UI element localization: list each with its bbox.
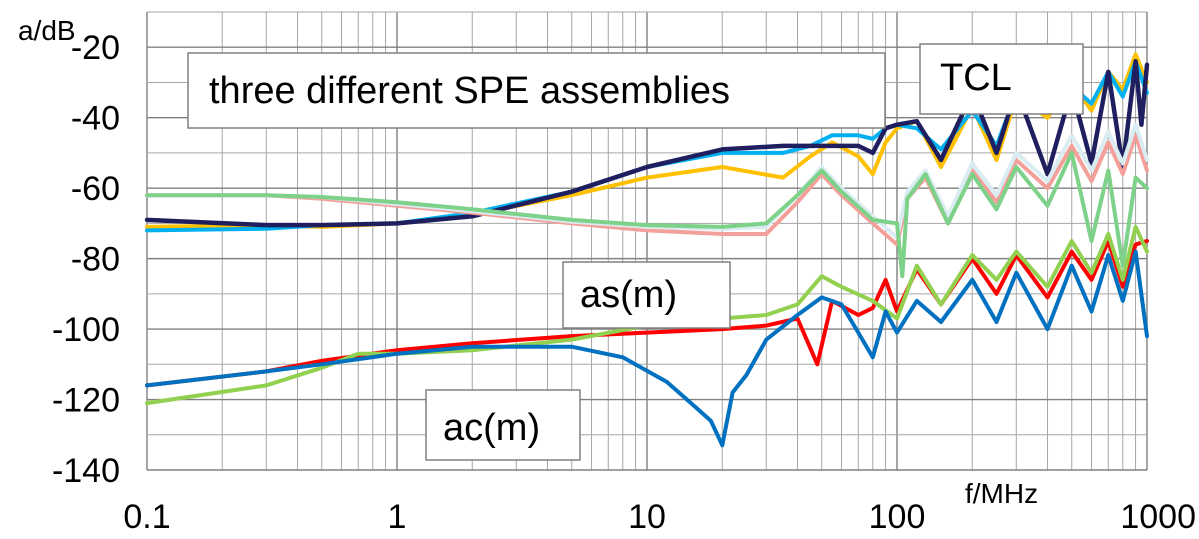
annotation-spe-box (187, 52, 886, 129)
y-axis-tick-labels: -20 -40 -60 -80 -100 -120 -140 (52, 29, 120, 490)
y-tick-label: -140 (52, 452, 120, 490)
y-tick-label: -60 (71, 170, 120, 208)
annotation-as: as(m) (562, 261, 731, 329)
annotation-spe: three different SPE assemblies (187, 52, 886, 129)
x-axis-label: f/MHz (965, 478, 1038, 509)
x-tick-label: 10 (628, 498, 666, 536)
y-tick-label: -20 (71, 29, 120, 67)
annotation-ac-text: ac(m) (443, 407, 540, 449)
x-tick-label: 100 (869, 498, 926, 536)
y-tick-label: -40 (71, 100, 120, 138)
annotation-ac: ac(m) (425, 389, 581, 461)
x-axis-tick-labels: 0.1 1 10 100 1000 (123, 498, 1196, 536)
annotation-tcl: TCL (919, 43, 1084, 115)
annotation-tcl-box (919, 43, 1084, 115)
series-line-acm-7 (145, 239, 1149, 388)
series-line-acm-9 (145, 249, 1149, 448)
annotation-as-text: as(m) (580, 274, 677, 316)
annotation-ac-box (425, 389, 581, 461)
x-tick-label: 1000 (1120, 498, 1196, 536)
x-tick-label: 1 (388, 498, 407, 536)
series-line-tcl-3 (144, 59, 1150, 228)
y-tick-label: -120 (52, 382, 120, 420)
annotation-tcl-text: TCL (940, 57, 1012, 99)
y-tick-label: -100 (52, 311, 120, 349)
annotation-spe-text: three different SPE assemblies (209, 70, 730, 112)
x-tick-label: 0.1 (123, 498, 170, 536)
annotation-as-box (562, 261, 731, 329)
y-axis-label: a/dB (18, 15, 76, 46)
series-line-asm-6 (145, 150, 1149, 279)
y-tick-label: -80 (71, 241, 120, 279)
